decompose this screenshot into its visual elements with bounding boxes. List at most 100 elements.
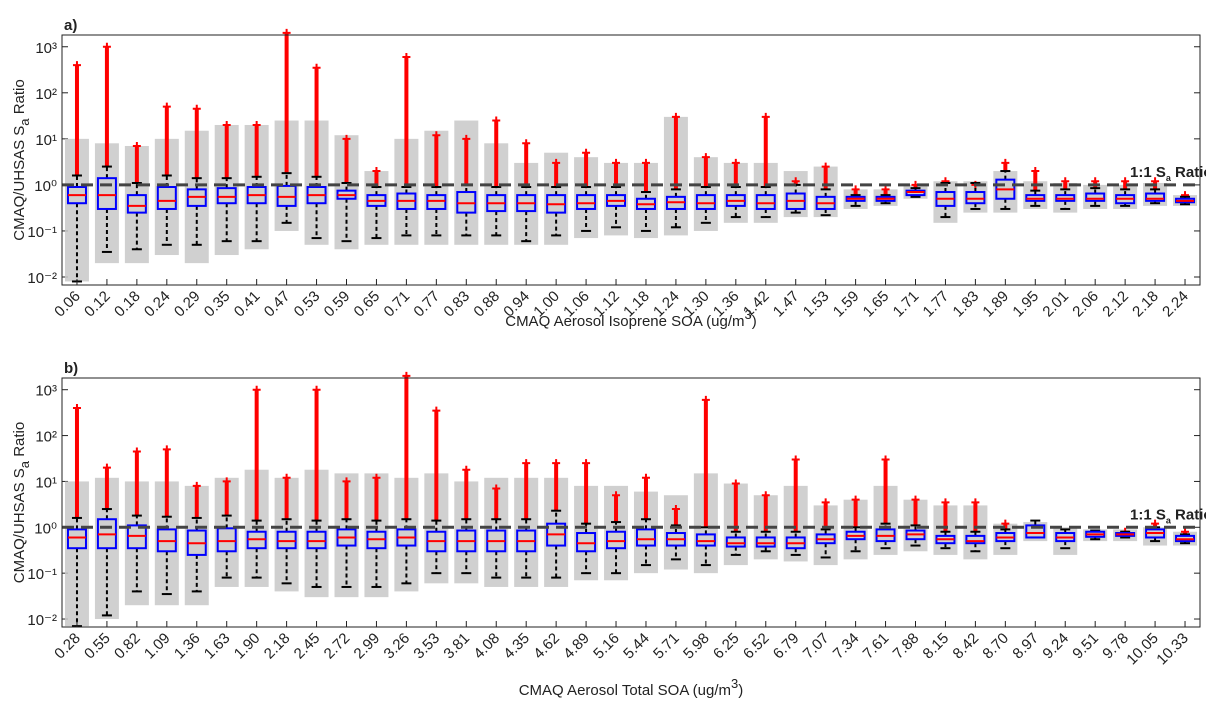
annotation: 1:1 Sa Ratio [1130,164,1206,183]
x-tick-label: 5.71 [650,630,683,663]
outlier-max [222,120,231,129]
y-tick-label: 10² [35,86,57,103]
outlier-max [612,491,621,500]
outlier-max [342,134,351,143]
x-tick-label: 0.71 [381,288,414,321]
x-tick-label: 0.59 [321,288,354,321]
x-tick-label: 1.77 [920,288,953,321]
outlier-max [462,134,471,143]
box [1145,192,1166,202]
x-tick-label: 0.28 [51,630,84,663]
x-tick-label: 7.88 [890,630,923,663]
y-tick-label: 10¹ [35,474,57,491]
y-tick-label: 10² [35,429,57,446]
outlier-max [402,371,411,380]
x-axis-label: CMAQ Aerosol Total SOA (ug/m3) [519,676,744,699]
x-tick-label: 9.51 [1069,630,1102,663]
x-tick-label: 0.55 [81,630,114,663]
x-tick-label: 1.65 [860,288,893,321]
x-tick-label: 1.59 [830,288,863,321]
outlier-max [671,505,680,514]
x-tick-label: 1.95 [1009,288,1042,321]
x-tick-label: 2.45 [291,630,324,663]
y-axis-label: CMAQ/UHSAS Sa Ratio [11,79,32,240]
outlier-max [252,385,261,394]
outlier-max [222,477,231,486]
outlier-max [1121,177,1130,186]
x-tick-label: 2.24 [1159,288,1192,321]
outlier-max [641,158,650,167]
outlier-max [492,484,501,493]
outlier-max [761,491,770,500]
y-label-rest: Ratio [11,79,28,118]
x-tick-label: 7.34 [830,630,863,663]
outlier-max [1001,158,1010,167]
x-label-sup: 3 [745,307,752,322]
outlier-max [252,120,261,129]
y-label-text: CMAQ/UHSAS S [11,126,28,241]
x-tick-label: 8.42 [950,630,983,663]
x-tick-label: 6.25 [710,630,743,663]
x-tick-label: 0.82 [111,630,144,663]
x-tick-label: 2.12 [1099,288,1132,321]
x-tick-label: 5.98 [680,630,713,663]
outlier-max [971,498,980,507]
panel: 10⁻² 10⁻¹ 10⁰ 10¹ 10² 10³ 0.280.550.821.091.36… [11,360,1206,699]
x-tick-label: 10.05 [1123,630,1162,669]
outlier-max [192,104,201,113]
outlier-max [432,406,441,415]
box [576,194,597,210]
x-tick-label: 1.89 [980,288,1013,321]
outlier-max [372,473,381,482]
x-tick-label: 8.97 [1009,630,1042,663]
outlier-max [342,477,351,486]
panel-label: a) [64,17,77,34]
outlier-max [72,403,81,412]
outlier-max [462,465,471,474]
data-cloud [1143,527,1168,546]
x-tick-label: 0.35 [201,288,234,321]
x-tick-label: 3.53 [411,630,444,663]
x-tick-label: 4.62 [530,630,563,663]
outlier-max [701,153,710,162]
x-tick-label: 1.71 [890,288,923,321]
outlier-max [132,141,141,150]
annotation: 1:1 Sa Ratio [1130,506,1206,525]
outlier-max [492,116,501,125]
box [965,534,986,545]
outlier-max [641,473,650,482]
x-label-rest: ) [738,682,743,699]
x-tick-label: 0.47 [261,288,294,321]
x-tick-label: 0.53 [291,288,324,321]
x-tick-label: 7.61 [860,630,893,663]
y-tick-label: 10⁻² [27,612,57,629]
outlier-max [821,498,830,507]
y-tick-label: 10⁻¹ [27,224,57,241]
outlier-max [162,445,171,454]
x-tick-label: 3.26 [381,630,414,663]
box [1025,524,1046,539]
x-tick-label: 5.44 [620,630,653,663]
outlier-max [881,455,890,464]
outlier-max [402,52,411,61]
outlier-max [1061,177,1070,186]
plot-frame [61,377,1201,628]
box [66,528,87,550]
x-tick-label: 2.18 [261,630,294,663]
x-tick-label: 1.36 [171,630,204,663]
x-tick-label: 0.24 [141,288,174,321]
x-tick-label: 10.33 [1153,630,1192,669]
annotation-text: 1:1 S [1130,164,1166,181]
x-tick-label: 3.81 [440,630,473,663]
outlier-max [552,459,561,468]
y-label-sub: a [17,118,32,126]
box [306,530,327,550]
y-tick-label: 10⁻² [27,270,57,287]
annotation-sub: a [1166,173,1172,183]
x-tick-label: 6.52 [740,630,773,663]
outlier-max [282,473,291,482]
annotation-rest: Ratio [1171,164,1206,181]
x-tick-label: 0.06 [51,288,84,321]
box [695,194,716,210]
outlier-max [102,463,111,472]
